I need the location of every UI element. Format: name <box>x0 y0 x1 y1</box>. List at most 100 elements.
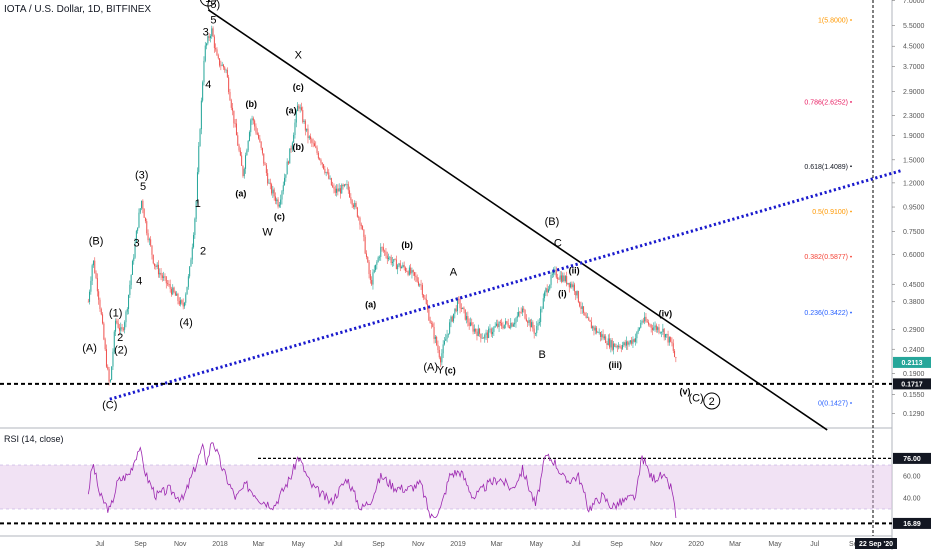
candle-body <box>447 333 449 335</box>
candle-body <box>584 312 586 316</box>
candle-body <box>325 172 327 173</box>
fib-level-dot <box>850 19 852 21</box>
candle-body <box>428 309 430 321</box>
candle-body <box>312 142 314 144</box>
candle-body <box>547 289 549 293</box>
candle-body <box>317 152 319 159</box>
price-tick-label: 0.2400 <box>903 347 925 354</box>
time-tick-label: Sep <box>372 541 385 548</box>
candle-body <box>632 339 634 344</box>
candle-body <box>139 208 141 213</box>
candle-body <box>349 190 351 198</box>
candle-body <box>128 294 130 309</box>
candle-body <box>174 292 176 296</box>
candle-body <box>545 288 547 293</box>
candle-body <box>451 316 453 322</box>
candle-body <box>228 77 230 93</box>
candle-body <box>377 257 379 262</box>
candle-body <box>469 322 471 326</box>
candle-body <box>315 146 317 148</box>
candle-body <box>605 336 607 344</box>
wave-label: (v) <box>680 386 691 396</box>
candle-body <box>542 298 544 309</box>
candle-body <box>458 298 460 300</box>
candle-body <box>663 328 665 338</box>
candle-body <box>177 293 179 301</box>
wave-label: 4 <box>136 275 142 287</box>
rsi-tick-label: 60.00 <box>903 474 921 481</box>
wave-label: (iv) <box>659 308 673 318</box>
candle-body <box>265 165 267 174</box>
candle-body <box>611 340 613 350</box>
candle-body <box>506 321 508 324</box>
candle-body <box>124 322 126 330</box>
candle-body <box>493 327 495 332</box>
wave-label: (b) <box>246 99 258 109</box>
candle-body <box>269 182 271 185</box>
candle-body <box>550 275 552 285</box>
candle-body <box>146 221 148 234</box>
candle-body <box>514 322 516 325</box>
candle-body <box>369 274 371 281</box>
candle-body <box>208 36 210 38</box>
candle-body <box>398 263 400 266</box>
candle-body <box>510 322 512 328</box>
candle-body <box>421 284 423 295</box>
candle-body <box>254 120 256 127</box>
candle-body <box>137 227 139 231</box>
candle-body <box>295 111 297 123</box>
candle-body <box>261 147 263 154</box>
candle-body <box>323 164 325 169</box>
candle-body <box>346 184 348 186</box>
candle-body <box>191 247 193 260</box>
candle-body <box>432 323 434 327</box>
candle-body <box>260 141 262 148</box>
candle-body <box>589 320 591 322</box>
candle-body <box>156 264 158 267</box>
candle-body <box>310 136 312 140</box>
candle-body <box>277 199 279 207</box>
candle-body <box>572 284 574 288</box>
candle-body <box>102 314 104 324</box>
wave-circle <box>703 392 721 410</box>
candle-body <box>220 65 222 67</box>
candle-body <box>507 323 509 327</box>
candle-body <box>233 110 235 124</box>
candle-body <box>598 331 600 333</box>
candle-body <box>628 342 630 345</box>
wave-label: (5) <box>207 0 220 11</box>
candle-body <box>623 342 625 346</box>
candle-body <box>376 261 378 265</box>
rsi-lower-tag-label: 16.89 <box>903 521 921 528</box>
candle-body <box>155 266 157 267</box>
candle-body <box>644 316 646 322</box>
candle-body <box>559 275 561 280</box>
candle-body <box>219 58 221 66</box>
candle-body <box>410 267 412 274</box>
candle-body <box>293 134 295 143</box>
candle-body <box>238 145 240 151</box>
time-tick-label: Jul <box>334 541 343 548</box>
candle-body <box>285 174 287 178</box>
candle-body <box>653 327 655 331</box>
candle-body <box>321 162 323 165</box>
candle-body <box>505 321 507 325</box>
wave-label: (A) <box>423 362 438 374</box>
candle-body <box>264 163 266 166</box>
price-tick-label: 1.5000 <box>903 157 925 164</box>
candle-body <box>618 345 620 348</box>
fib-level-dot <box>850 402 852 404</box>
candle-body <box>204 45 206 61</box>
candle-body <box>300 107 302 111</box>
candle-body <box>649 324 651 326</box>
candle-body <box>636 332 638 339</box>
candle-body <box>368 262 370 275</box>
fib-level-label: 0.382(0.5877) <box>804 254 848 261</box>
candle-body <box>352 204 354 207</box>
candle-body <box>597 332 599 333</box>
candle-body <box>416 277 418 282</box>
candle-body <box>354 202 356 207</box>
candle-body <box>667 334 669 343</box>
candle-body <box>390 257 392 264</box>
